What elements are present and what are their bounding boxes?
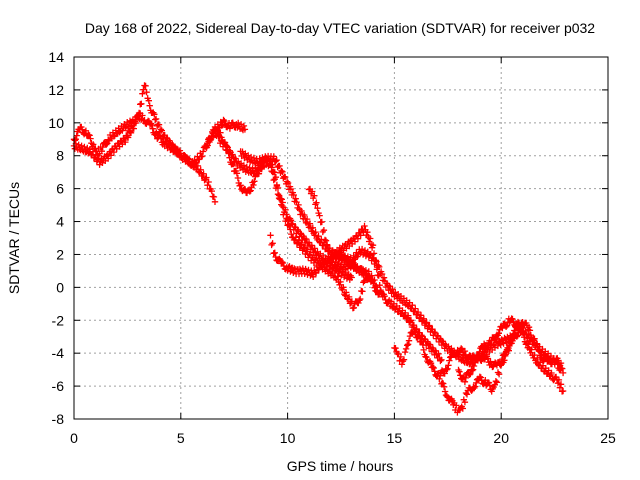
y-tick-label: -8 <box>52 411 65 427</box>
data-series-track-9 <box>391 315 567 383</box>
y-tick-label: 4 <box>56 214 64 230</box>
x-tick-label: 15 <box>387 430 403 446</box>
x-tick-label: 20 <box>493 430 509 446</box>
data-series-track-11 <box>455 318 565 385</box>
x-tick-label: 0 <box>70 430 78 446</box>
x-tick-label: 10 <box>280 430 296 446</box>
y-tick-label: -6 <box>52 378 65 394</box>
x-axis-label: GPS time / hours <box>287 458 394 474</box>
y-tick-label: -2 <box>52 312 65 328</box>
data-series-track-6 <box>267 222 385 298</box>
data-series-track-7 <box>305 185 445 365</box>
y-tick-label: 14 <box>48 49 64 65</box>
plot-area <box>70 82 567 416</box>
y-axis-label: SDTVAR / TECUs <box>6 182 22 294</box>
y-tick-label: 2 <box>56 246 64 262</box>
y-tick-label: 12 <box>48 82 64 98</box>
chart-title: Day 168 of 2022, Sidereal Day-to-day VTE… <box>85 20 595 36</box>
y-tick-label: 10 <box>48 115 64 131</box>
y-axis: -8 -6 -4 -2 0 2 4 6 8 10 12 14 <box>48 49 608 427</box>
y-tick-label: 8 <box>56 148 64 164</box>
x-tick-label: 5 <box>177 430 185 446</box>
y-tick-label: -4 <box>52 345 65 361</box>
y-tick-label: 6 <box>56 181 64 197</box>
x-tick-label: 25 <box>600 430 616 446</box>
plot-frame <box>73 56 609 420</box>
y-tick-label: 0 <box>56 279 64 295</box>
